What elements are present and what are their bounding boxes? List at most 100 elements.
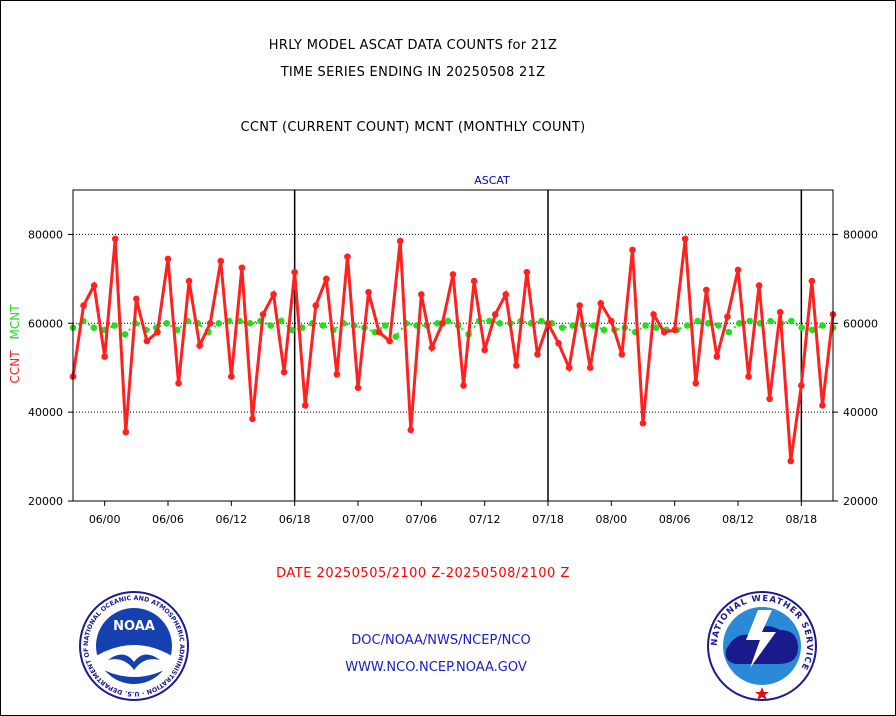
chart-title-line-2: TIME SERIES ENDING IN 20250508 21Z xyxy=(280,65,546,80)
ccnt-point xyxy=(798,382,805,389)
mcnt-point xyxy=(538,317,545,325)
ccnt-point xyxy=(639,419,647,427)
mcnt-point xyxy=(382,322,389,329)
ccnt-point xyxy=(544,319,552,327)
mcnt-point xyxy=(600,326,608,334)
y-axis-label: CCNT MCNT xyxy=(8,304,22,384)
star-icon xyxy=(755,687,769,700)
y-tick-label-right: 20000 xyxy=(843,495,878,508)
ccnt-point xyxy=(375,328,383,336)
mcnt-point xyxy=(111,322,118,329)
ccnt-point xyxy=(228,373,235,380)
ccnt-point xyxy=(534,351,541,358)
grid-layer xyxy=(73,190,833,501)
mcnt-point xyxy=(444,317,452,325)
ccnt-point xyxy=(154,328,161,336)
ccnt-point xyxy=(513,362,520,369)
ccnt-point xyxy=(333,371,341,378)
ccnt-point xyxy=(133,295,140,303)
mcnt-point xyxy=(267,322,275,329)
ccnt-point xyxy=(206,319,214,327)
mcnt-point xyxy=(559,324,566,332)
ccnt-point xyxy=(491,311,499,318)
x-tick-label: 08/00 xyxy=(595,513,627,526)
ccnt-point xyxy=(703,286,710,294)
ccnt-point xyxy=(143,337,151,345)
mcnt-point xyxy=(486,317,493,325)
ccnt-point xyxy=(502,291,510,298)
ccnt-point xyxy=(449,271,457,278)
ccnt-point xyxy=(597,299,605,307)
x-tick-label: 08/12 xyxy=(722,513,754,526)
ccnt-point xyxy=(164,255,172,263)
ccnt-point xyxy=(681,235,689,243)
series-layer xyxy=(69,235,837,465)
y-tick-label: 40000 xyxy=(28,406,63,419)
mcnt-point xyxy=(434,319,441,327)
ccnt-point xyxy=(660,328,668,336)
axis-layer: 20000 20000 40000 40000 60000 60000 80000 80000… xyxy=(28,228,878,526)
mcnt-point xyxy=(163,319,170,327)
x-tick-label: 06/06 xyxy=(152,513,184,526)
mcnt-point xyxy=(819,322,826,329)
y-tick-label-right: 40000 xyxy=(843,406,878,419)
ccnt-point xyxy=(755,282,763,289)
y-tick-label: 20000 xyxy=(28,495,63,508)
ccnt-point xyxy=(523,268,531,276)
ccnt-point xyxy=(555,339,562,347)
ccnt-point xyxy=(80,302,87,309)
ccnt-point xyxy=(196,342,203,349)
ccnt-point xyxy=(766,395,773,403)
ccnt-point xyxy=(249,415,256,423)
ccnt-point xyxy=(217,257,225,265)
x-tick-label: 08/06 xyxy=(659,513,691,526)
mcnt-point xyxy=(746,317,754,325)
ccnt-point xyxy=(386,337,393,345)
mcnt-point xyxy=(798,324,806,332)
ccnt-point xyxy=(291,268,298,276)
x-tick-label: 07/12 xyxy=(469,513,501,526)
nws-logo: NATIONAL WEATHER SERVICE xyxy=(707,591,817,701)
ccnt-point xyxy=(776,308,784,316)
mcnt-point xyxy=(319,322,327,329)
y-tick-label-right: 60000 xyxy=(843,317,878,330)
mcnt-point xyxy=(392,333,400,340)
ccnt-point xyxy=(713,353,721,360)
x-tick-label: 07/00 xyxy=(342,513,374,526)
mcnt-point xyxy=(767,317,774,325)
ccnt-point xyxy=(175,379,182,387)
ccnt-point xyxy=(439,319,446,327)
mcnt-point xyxy=(704,319,712,327)
mcnt-point xyxy=(725,328,733,336)
date-range-label: DATE 20250505/2100 Z-20250508/2100 Z xyxy=(276,566,570,581)
plot-title: ASCAT xyxy=(474,174,510,187)
x-tick-label: 07/06 xyxy=(405,513,437,526)
y-tick-label-right: 80000 xyxy=(843,228,878,241)
mcnt-point xyxy=(808,326,816,334)
chart-title-line-3: CCNT (CURRENT COUNT) MCNT (MONTHLY COUNT… xyxy=(240,120,586,135)
ccnt-point xyxy=(185,277,193,285)
ccnt-point xyxy=(808,277,816,285)
ccnt-point xyxy=(418,291,425,298)
mcnt-point xyxy=(246,319,254,327)
y-axis-label-ccnt: CCNT xyxy=(8,350,22,384)
ccnt-point xyxy=(238,264,246,272)
plot-area-border xyxy=(72,189,834,502)
ccnt-point xyxy=(671,326,678,334)
ccnt-point xyxy=(270,291,277,298)
mcnt-point xyxy=(788,317,795,325)
mcnt-point xyxy=(569,322,577,329)
ccnt-point xyxy=(565,364,573,372)
ccnt-point xyxy=(819,402,826,409)
mcnt-point xyxy=(590,322,597,329)
ccnt-point xyxy=(428,344,436,352)
ccnt-point xyxy=(724,313,731,320)
mcnt-point xyxy=(652,324,660,332)
ccnt-point xyxy=(122,428,130,436)
ccnt-point xyxy=(111,235,119,243)
ccnt-point xyxy=(618,351,626,358)
mcnt-point xyxy=(694,317,701,325)
ccnt-point xyxy=(396,237,404,245)
ccnt-point xyxy=(101,353,108,360)
y-tick-label: 80000 xyxy=(28,228,63,241)
